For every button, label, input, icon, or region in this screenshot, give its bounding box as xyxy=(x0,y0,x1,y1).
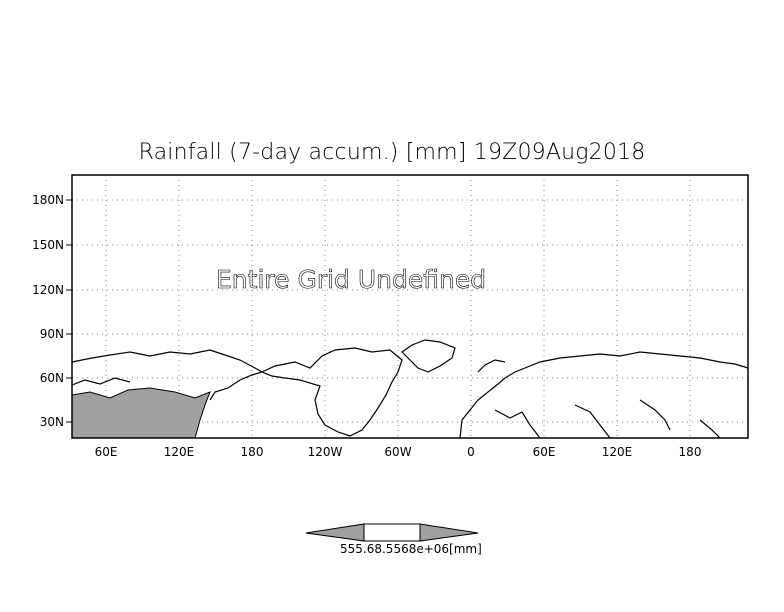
plot-area xyxy=(71,174,749,439)
lon-label: 60E xyxy=(95,445,118,459)
colorbar-left-arrow xyxy=(305,523,365,542)
lon-axis: 60E 120E 180 120W 60W 0 60E 120E 180 xyxy=(95,445,702,459)
lon-label: 120W xyxy=(308,445,343,459)
shaded-region xyxy=(71,387,211,439)
lon-label: 0 xyxy=(467,445,475,459)
undefined-grid-message: Entire Grid Undefined xyxy=(216,265,486,294)
lat-label: 150N xyxy=(32,238,64,252)
lat-label: 30N xyxy=(40,415,64,429)
lon-label: 180 xyxy=(241,445,264,459)
lat-label: 120N xyxy=(32,283,64,297)
lon-label: 120E xyxy=(602,445,633,459)
lat-label: 180N xyxy=(32,193,64,207)
lat-label: 60N xyxy=(40,371,64,385)
colorbar-middle-box xyxy=(363,523,421,542)
plot-frame xyxy=(71,174,749,439)
lon-label: 60W xyxy=(384,445,411,459)
map-title: Rainfall (7-day accum.) [mm] 19Z09Aug201… xyxy=(138,140,646,165)
lon-label: 60E xyxy=(533,445,556,459)
lon-label: 120E xyxy=(164,445,195,459)
colorbar: 555.68.5568e+06[mm] xyxy=(305,523,482,556)
lat-label: 90N xyxy=(40,327,64,341)
colorbar-label: 555.68.5568e+06[mm] xyxy=(340,542,482,556)
lat-axis: 180N 150N 120N 90N 60N 30N xyxy=(32,193,72,429)
coastlines xyxy=(71,339,749,439)
colorbar-right-arrow xyxy=(419,523,479,542)
lon-label: 180 xyxy=(679,445,702,459)
